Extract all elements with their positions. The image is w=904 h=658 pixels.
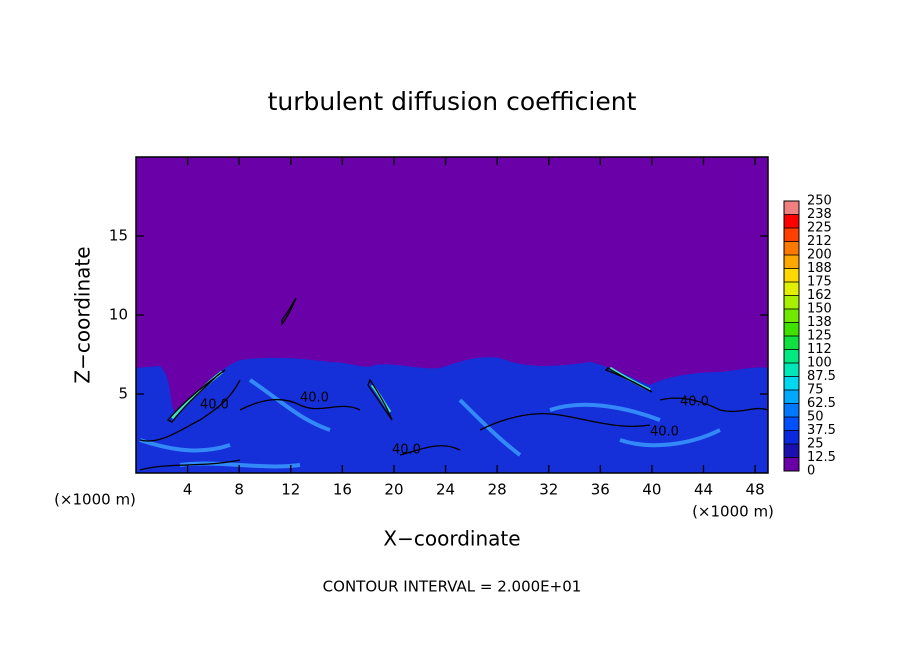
y-axis-label: Z−coordinate — [71, 246, 95, 383]
x-tick-label: 44 — [694, 481, 713, 499]
colorbar-swatch — [784, 349, 799, 363]
colorbar-label: 138 — [807, 315, 832, 330]
colorbar-swatch — [784, 336, 799, 350]
colorbar-swatch — [784, 282, 799, 296]
contour-lines — [139, 297, 769, 471]
contour-label: 40.0 — [200, 398, 229, 413]
colorbar-label: 62.5 — [807, 396, 836, 411]
y-tick-label: 10 — [109, 306, 128, 324]
colorbar-label: 25 — [807, 437, 824, 452]
colorbar-label: 200 — [807, 248, 832, 263]
contour-label: 40.0 — [650, 425, 679, 440]
x-tick-label: 8 — [234, 481, 244, 499]
chart-title: turbulent diffusion coefficient — [268, 87, 637, 116]
colorbar-swatch — [784, 228, 799, 242]
colorbar-swatch — [784, 201, 799, 215]
colorbar-swatch — [784, 322, 799, 336]
contour-label: 40.0 — [680, 395, 709, 410]
x-tick-label: 48 — [746, 481, 765, 499]
x-tick-label: 16 — [333, 481, 352, 499]
colorbar-swatch — [784, 309, 799, 323]
colorbar-label: 112 — [807, 342, 832, 357]
contour-label: 40.0 — [392, 443, 421, 458]
y-tick-label: 5 — [118, 385, 128, 403]
x-tick-label: 36 — [591, 481, 610, 499]
colorbar-label: 162 — [807, 288, 832, 303]
colorbar-label: 100 — [807, 356, 832, 371]
colorbar-swatch — [784, 268, 799, 282]
x-tick-label: 28 — [488, 481, 507, 499]
x-unit: (×1000 m) — [54, 491, 136, 509]
colorbar-label: 37.5 — [807, 423, 836, 438]
colorbar-swatch — [784, 376, 799, 390]
colorbar-label: 12.5 — [807, 450, 836, 465]
x-tick-label: 40 — [642, 481, 661, 499]
colorbar-label: 175 — [807, 275, 832, 290]
colorbar-label: 238 — [807, 207, 832, 222]
colorbar-swatch — [784, 417, 799, 431]
colorbar-label: 188 — [807, 261, 832, 276]
colorbar-label: 87.5 — [807, 369, 836, 384]
x-axis-label: X−coordinate — [383, 527, 520, 551]
colorbar-label: 75 — [807, 383, 824, 398]
streaks — [139, 378, 721, 469]
colorbar-swatch — [784, 403, 799, 417]
colorbar-swatch — [784, 457, 799, 471]
x-unit: (×1000 m) — [692, 503, 774, 521]
y-tick-label: 15 — [109, 227, 128, 245]
x-tick-label: 20 — [384, 481, 403, 499]
colorbar-swatch — [784, 214, 799, 228]
colorbar-swatch — [784, 430, 799, 444]
x-tick-label: 12 — [281, 481, 300, 499]
colorbar-swatch — [784, 255, 799, 269]
colorbar-swatch — [784, 241, 799, 255]
turbulent-layer — [136, 357, 768, 473]
x-tick-label: 32 — [539, 481, 558, 499]
colorbar-swatch — [784, 295, 799, 309]
colorbar-label: 250 — [807, 194, 832, 209]
colorbar-label: 225 — [807, 221, 832, 236]
field: 40.0 40.0 40.0 40.0 40.0 — [135, 156, 769, 474]
colorbar-swatch — [784, 363, 799, 377]
contour-label: 40.0 — [300, 391, 329, 406]
x-tick-label: 24 — [436, 481, 455, 499]
x-tick-label: 4 — [183, 481, 193, 499]
colorbar-label: 0 — [807, 464, 815, 479]
contour-note: CONTOUR INTERVAL = 2.000E+01 — [323, 578, 582, 596]
colorbar-label: 150 — [807, 302, 832, 317]
colorbar-label: 212 — [807, 234, 832, 249]
colorbar-label: 50 — [807, 410, 824, 425]
colorbar-swatch — [784, 444, 799, 458]
colorbar-swatch — [784, 390, 799, 404]
colorbar-label: 125 — [807, 329, 832, 344]
